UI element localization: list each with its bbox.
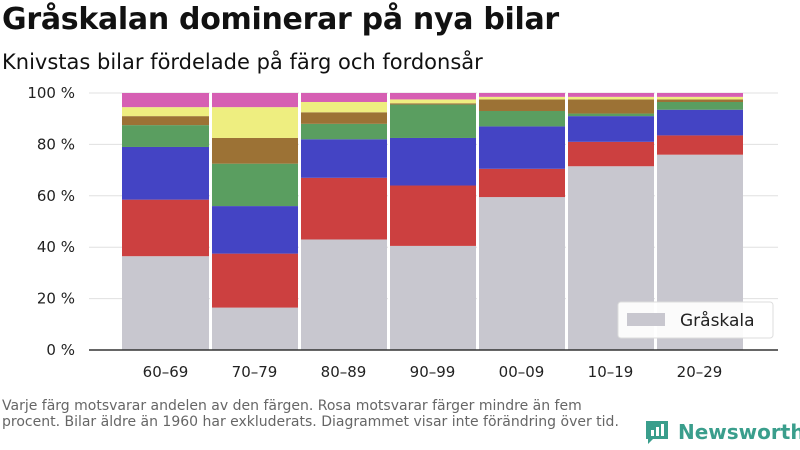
brand: Newsworthy xyxy=(644,419,800,445)
bar-segment-4-2 xyxy=(300,112,387,124)
y-tick-label: 40 % xyxy=(37,238,75,256)
bar-segment-3-4 xyxy=(478,110,565,127)
x-axis-ticks: 60–69 70–79 80–89 90–99 00–09 10–19 20–29 xyxy=(143,363,723,381)
bar-separator xyxy=(299,91,301,350)
bar-segment-2-4 xyxy=(478,126,565,169)
legend: Gråskala xyxy=(617,301,774,339)
y-tick-label: 80 % xyxy=(37,135,75,153)
bar-segment-6-1 xyxy=(211,93,298,108)
y-tick-label: 20 % xyxy=(37,290,75,308)
bar-segment-4-3 xyxy=(389,103,476,105)
bar-segment-2-0 xyxy=(122,146,209,200)
bar-segment-0-1 xyxy=(211,307,298,350)
bar-segment-4-0 xyxy=(122,116,209,126)
bar-segment-6-6 xyxy=(656,93,743,97)
chart-title: Gråskalan dominerar på nya bilar xyxy=(2,2,559,37)
bar-segment-3-2 xyxy=(300,123,387,140)
x-tick-label: 90–99 xyxy=(410,363,456,381)
x-tick-label: 60–69 xyxy=(143,363,189,381)
legend-label: Gråskala xyxy=(680,310,755,331)
bar-segment-4-1 xyxy=(211,137,298,164)
bar-segment-1-4 xyxy=(478,168,565,198)
chart-subtitle: Knivstas bilar fördelade på färg och for… xyxy=(2,50,483,74)
bar-segment-0-2 xyxy=(300,239,387,350)
bar-segment-6-0 xyxy=(122,93,209,108)
bar-segment-1-6 xyxy=(656,135,743,155)
bar-segment-5-5 xyxy=(567,96,654,100)
y-tick-label: 100 % xyxy=(27,84,75,102)
bar-segment-5-0 xyxy=(122,107,209,117)
bar-segment-6-5 xyxy=(567,93,654,97)
bar-segment-0-4 xyxy=(478,197,565,350)
stacked-bar-chart: 0 % 20 % 40 % 60 % 80 % 100 % 60–69 70–79 80–89… xyxy=(27,84,778,381)
bar-separator xyxy=(566,91,568,350)
bar-segment-1-2 xyxy=(300,177,387,240)
bar-separator xyxy=(655,91,657,350)
bar-segment-2-1 xyxy=(211,206,298,254)
bar-segment-2-5 xyxy=(567,116,654,142)
bar-segment-2-3 xyxy=(389,137,476,186)
x-tick-label: 10–19 xyxy=(588,363,634,381)
x-tick-label: 20–29 xyxy=(677,363,723,381)
brand-name: Newsworthy xyxy=(678,420,800,444)
bar-segment-1-3 xyxy=(389,185,476,246)
bar-segment-4-5 xyxy=(567,99,654,114)
y-tick-label: 60 % xyxy=(37,187,75,205)
bar-segment-3-0 xyxy=(122,125,209,147)
bar-segment-5-3 xyxy=(389,99,476,104)
bar-segment-1-1 xyxy=(211,253,298,308)
bar-segment-0-0 xyxy=(122,256,209,350)
footnote: Varje färg motsvarar andelen av den färg… xyxy=(2,398,619,430)
bar-segment-5-1 xyxy=(211,107,298,138)
bar-separator xyxy=(210,91,212,350)
bar-segment-3-6 xyxy=(656,101,743,110)
bar-segment-1-5 xyxy=(567,141,654,167)
legend-swatch xyxy=(627,313,665,326)
bars xyxy=(122,91,743,350)
bar-segment-3-5 xyxy=(567,113,654,117)
bar-segment-3-3 xyxy=(389,104,476,138)
bar-segment-2-2 xyxy=(300,139,387,178)
bar-segment-0-3 xyxy=(389,245,476,350)
bar-segment-3-1 xyxy=(211,163,298,207)
bar-segment-6-3 xyxy=(389,93,476,100)
bar-segment-5-2 xyxy=(300,101,387,113)
bar-separator xyxy=(477,91,479,350)
bar-segment-6-2 xyxy=(300,93,387,102)
bar-segment-4-4 xyxy=(478,99,565,111)
bar-segment-5-4 xyxy=(478,96,565,100)
x-tick-label: 80–89 xyxy=(321,363,367,381)
bar-segment-5-6 xyxy=(656,96,743,100)
bar-segment-1-0 xyxy=(122,199,209,257)
x-tick-label: 70–79 xyxy=(232,363,278,381)
bar-segment-4-6 xyxy=(656,99,743,102)
legend-box xyxy=(617,301,774,339)
x-tick-label: 00–09 xyxy=(499,363,545,381)
y-axis-ticks: 0 % 20 % 40 % 60 % 80 % 100 % xyxy=(27,84,75,359)
bar-separator xyxy=(388,91,390,350)
bar-segment-6-4 xyxy=(478,93,565,97)
newsworthy-logo-icon xyxy=(646,421,668,444)
bar-segment-2-6 xyxy=(656,109,743,136)
y-tick-label: 0 % xyxy=(46,341,75,359)
